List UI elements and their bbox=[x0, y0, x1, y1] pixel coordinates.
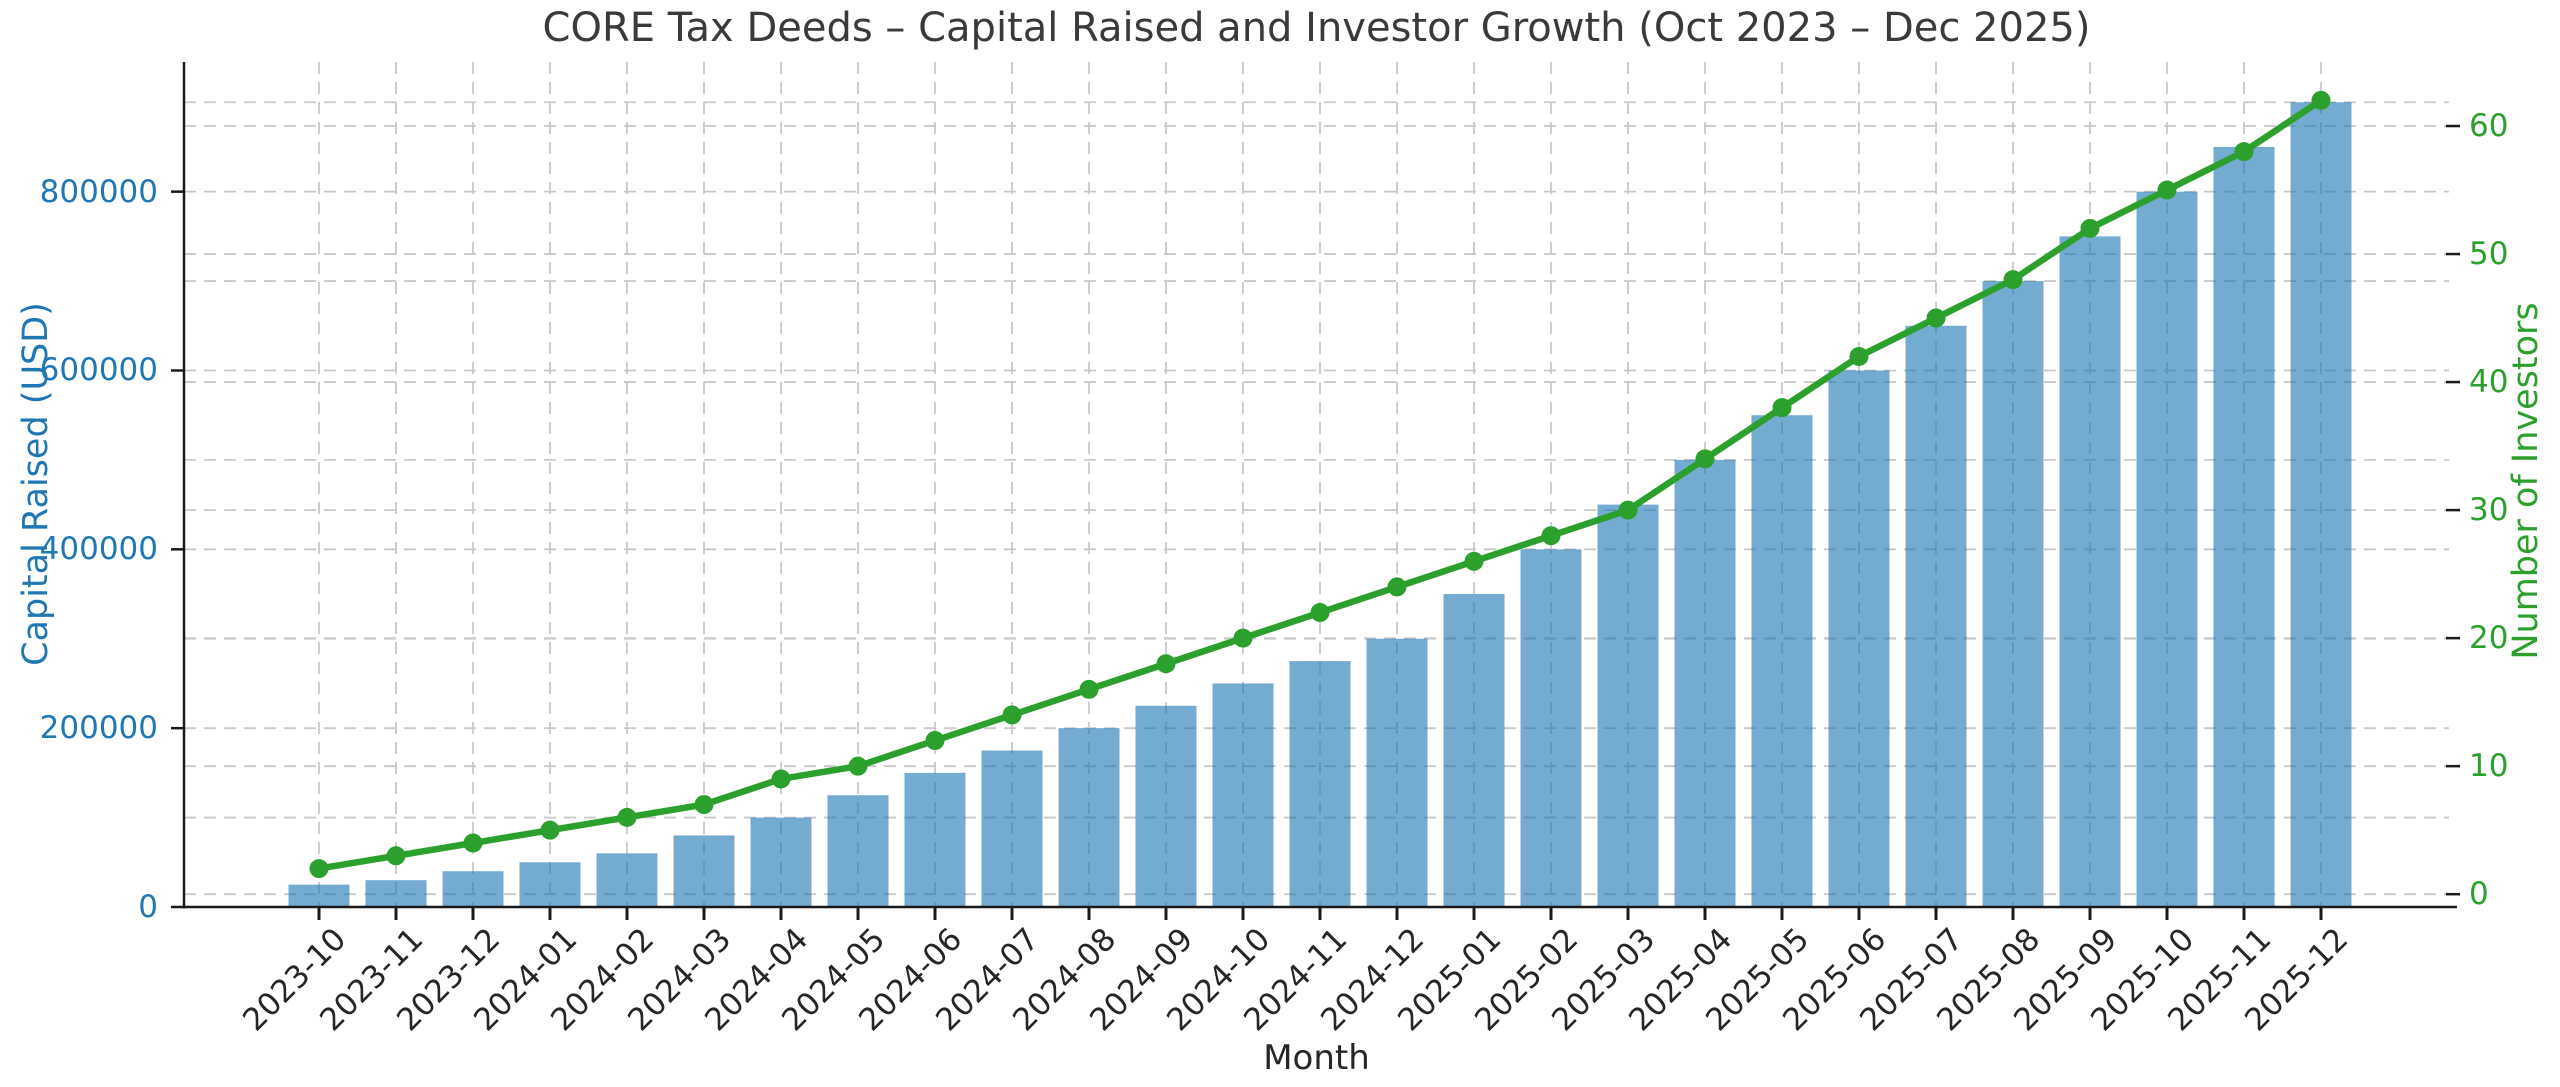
right-tick-label: 30 bbox=[2469, 492, 2509, 529]
investors-marker bbox=[1849, 346, 1869, 366]
investors-marker bbox=[848, 756, 868, 776]
right-tick-label: 60 bbox=[2469, 108, 2509, 144]
investors-marker bbox=[771, 769, 791, 789]
investors-marker bbox=[1233, 628, 1253, 648]
capital-bar bbox=[1982, 281, 2044, 907]
capital-bar bbox=[1751, 415, 1813, 907]
capital-bar bbox=[1135, 705, 1197, 907]
capital-bar bbox=[1674, 459, 1736, 907]
left-tick-label: 800000 bbox=[39, 173, 158, 210]
investors-marker bbox=[1541, 526, 1561, 546]
left-tick-label: 0 bbox=[138, 889, 158, 925]
investors-marker bbox=[1310, 603, 1330, 623]
left-tick-label: 200000 bbox=[39, 710, 158, 747]
capital-bar bbox=[1212, 683, 1274, 907]
investors-marker bbox=[2003, 270, 2023, 290]
investors-marker bbox=[2157, 180, 2177, 200]
capital-bar bbox=[1520, 549, 1582, 907]
capital-bar bbox=[750, 817, 812, 907]
left-tick-label: 600000 bbox=[39, 352, 158, 389]
investors-marker bbox=[463, 833, 483, 853]
right-tick-label: 40 bbox=[2469, 364, 2509, 401]
investors-marker bbox=[2080, 218, 2100, 238]
capital-bar bbox=[827, 795, 889, 907]
x-axis-title: Month bbox=[1263, 1038, 1370, 1078]
capital-bar bbox=[1828, 370, 1890, 907]
investors-marker bbox=[1079, 679, 1099, 699]
capital-bar bbox=[673, 835, 735, 907]
right-tick-label: 50 bbox=[2469, 236, 2509, 273]
investors-marker bbox=[1464, 551, 1484, 571]
investors-marker bbox=[1926, 308, 1946, 328]
investors-marker bbox=[1772, 398, 1792, 418]
right-axis-title: Number of Investors bbox=[2506, 302, 2546, 660]
right-tick-label: 20 bbox=[2469, 620, 2509, 657]
capital-bar bbox=[1443, 594, 1505, 907]
capital-bar bbox=[1289, 661, 1351, 907]
chart-title: CORE Tax Deeds – Capital Raised and Inve… bbox=[542, 5, 2091, 51]
right-tick-label: 10 bbox=[2469, 748, 2509, 785]
investors-marker bbox=[309, 859, 329, 879]
capital-bar bbox=[2213, 146, 2275, 907]
left-tick-label: 400000 bbox=[39, 531, 158, 568]
investors-marker bbox=[694, 795, 714, 815]
capital-bar bbox=[365, 880, 427, 907]
capital-bar bbox=[442, 871, 504, 907]
investors-marker bbox=[1695, 449, 1715, 469]
investors-marker bbox=[1002, 705, 1022, 725]
capital-bar bbox=[288, 884, 350, 907]
investors-marker bbox=[1387, 577, 1407, 597]
investors-marker bbox=[2311, 90, 2331, 110]
investors-marker bbox=[925, 731, 945, 751]
capital-bar bbox=[1058, 728, 1120, 907]
investors-marker bbox=[1156, 654, 1176, 674]
capital-bar bbox=[1366, 638, 1428, 907]
capital-bar bbox=[1905, 325, 1967, 907]
capital-bar bbox=[2136, 191, 2198, 908]
capital-bar bbox=[1597, 504, 1659, 907]
capital-bar bbox=[596, 853, 658, 907]
capital-bar bbox=[519, 862, 581, 907]
investors-marker bbox=[2234, 142, 2254, 162]
investors-marker bbox=[386, 846, 406, 866]
investors-marker bbox=[540, 820, 560, 840]
capital-bar bbox=[2059, 236, 2121, 907]
investors-marker bbox=[617, 807, 637, 827]
capital-bar bbox=[904, 772, 966, 907]
investors-marker bbox=[1618, 500, 1638, 520]
capital-bar bbox=[2290, 102, 2352, 907]
capital-bar bbox=[981, 750, 1043, 907]
right-tick-label: 0 bbox=[2469, 876, 2489, 913]
